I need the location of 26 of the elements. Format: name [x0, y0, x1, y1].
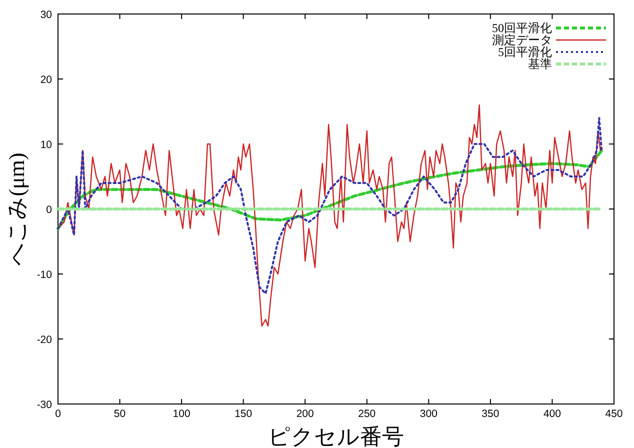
line-series	[57, 104, 602, 327]
x-tick-label: 300	[420, 408, 438, 420]
y-axis-title: へこみ(μm)	[4, 152, 29, 266]
y-tick-label: -20	[36, 334, 52, 346]
x-tick-label: 400	[543, 408, 562, 420]
line-series	[56, 149, 604, 230]
x-tick-label: 200	[296, 408, 314, 420]
y-tick-label: -10	[36, 269, 52, 281]
x-tick-label: 350	[482, 408, 500, 420]
y-tick-label: -30	[36, 399, 52, 411]
x-tick-label: 50	[114, 408, 126, 420]
x-tick-label: 100	[172, 408, 190, 420]
x-tick-label: 250	[358, 408, 376, 420]
legend-label: 50回平滑化	[492, 21, 552, 35]
y-tick-label: 0	[46, 204, 52, 216]
x-tick-label: 150	[234, 408, 252, 420]
line-series	[57, 117, 603, 294]
legend-label: 測定データ	[492, 33, 552, 47]
legend-label: 基準	[528, 57, 552, 71]
x-tick-label: 450	[605, 408, 623, 420]
legend-label: 5回平滑化	[498, 45, 552, 59]
x-tick-label: 0	[55, 408, 62, 420]
y-tick-label: 10	[40, 139, 52, 151]
x-axis-title: ピクセル番号	[268, 424, 404, 448]
y-tick-label: 20	[40, 74, 52, 86]
y-tick-label: 30	[40, 9, 52, 21]
